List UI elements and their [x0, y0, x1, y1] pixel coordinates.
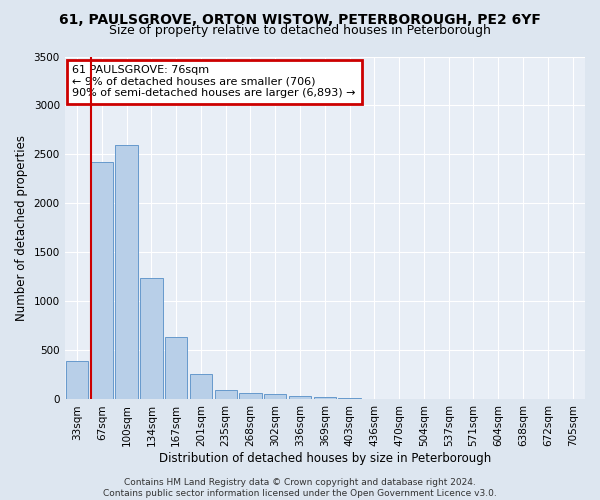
Text: Contains HM Land Registry data © Crown copyright and database right 2024.
Contai: Contains HM Land Registry data © Crown c…	[103, 478, 497, 498]
Bar	[140, 278, 163, 400]
Bar	[91, 162, 113, 400]
Bar	[190, 374, 212, 400]
Bar	[239, 393, 262, 400]
Bar	[115, 144, 138, 400]
Bar	[66, 361, 88, 400]
Bar	[264, 394, 286, 400]
Y-axis label: Number of detached properties: Number of detached properties	[15, 135, 28, 321]
Bar	[165, 336, 187, 400]
Bar	[314, 397, 336, 400]
Bar	[338, 398, 361, 400]
Text: Size of property relative to detached houses in Peterborough: Size of property relative to detached ho…	[109, 24, 491, 37]
Text: 61, PAULSGROVE, ORTON WISTOW, PETERBOROUGH, PE2 6YF: 61, PAULSGROVE, ORTON WISTOW, PETERBOROU…	[59, 12, 541, 26]
X-axis label: Distribution of detached houses by size in Peterborough: Distribution of detached houses by size …	[159, 452, 491, 465]
Bar	[289, 396, 311, 400]
Text: 61 PAULSGROVE: 76sqm
← 9% of detached houses are smaller (706)
90% of semi-detac: 61 PAULSGROVE: 76sqm ← 9% of detached ho…	[73, 65, 356, 98]
Bar	[215, 390, 237, 400]
